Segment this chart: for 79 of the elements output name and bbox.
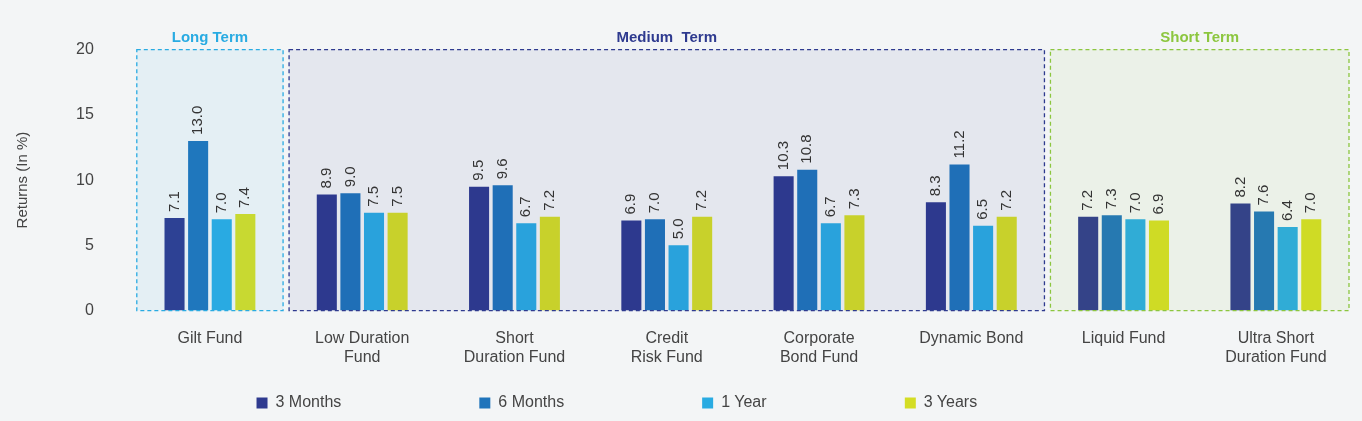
legend-label: 3 Years — [923, 393, 1106, 411]
bar — [387, 212, 408, 311]
data-label: 6.7 — [516, 196, 534, 218]
x-tick-label: Liquid Fund — [1081, 328, 1166, 346]
bar — [668, 245, 689, 311]
bar — [1078, 216, 1099, 311]
data-label: 9.0 — [340, 166, 358, 188]
data-label: 10.8 — [797, 134, 815, 164]
bar — [820, 223, 841, 311]
bar — [539, 216, 560, 311]
data-label: 7.6 — [1254, 184, 1272, 206]
data-label: 9.6 — [492, 158, 510, 180]
bar — [644, 219, 665, 311]
data-label: 7.3 — [844, 188, 862, 210]
bar — [949, 164, 970, 311]
bar — [692, 216, 713, 311]
data-label: 7.5 — [387, 185, 405, 207]
data-label: 8.2 — [1230, 176, 1248, 198]
legend-label: 3 Months — [275, 393, 470, 411]
bar — [340, 193, 361, 311]
bar — [188, 140, 209, 311]
band-label: Long Term — [171, 28, 249, 46]
data-label: 10.3 — [773, 140, 791, 171]
legend-label: 1 Year — [721, 393, 895, 411]
data-label: 6.7 — [820, 196, 838, 218]
data-label: 7.0 — [1301, 192, 1319, 214]
bar — [996, 216, 1017, 311]
bar — [164, 217, 185, 311]
data-label: 7.2 — [540, 189, 558, 211]
bar — [1125, 219, 1146, 311]
y-tick-label: 20 — [76, 40, 94, 58]
bar — [1301, 219, 1322, 311]
band-label: Short Term — [1160, 28, 1240, 46]
data-label: 7.0 — [211, 192, 229, 214]
data-label: 13.0 — [188, 105, 206, 135]
band-label: Medium Term — [616, 28, 718, 46]
bar — [235, 214, 256, 311]
y-tick-label: 15 — [76, 105, 94, 123]
data-label: 6.9 — [1149, 193, 1167, 215]
data-label: 6.4 — [1277, 200, 1295, 222]
y-axis-title: Returns (In %) — [13, 131, 31, 229]
y-tick-label: 0 — [84, 301, 94, 319]
bar — [973, 225, 994, 311]
bar — [1277, 227, 1298, 311]
x-tick-label: Ultra Short Duration Fund — [1225, 328, 1327, 365]
bar — [363, 212, 385, 311]
data-label: 7.2 — [996, 189, 1014, 211]
data-label: 7.3 — [1101, 188, 1119, 210]
data-label: 8.9 — [316, 167, 334, 189]
data-label: 7.2 — [692, 189, 710, 211]
x-tick-label: Credit Risk Fund — [630, 328, 703, 365]
data-label: 8.3 — [926, 175, 944, 197]
y-tick-label: 5 — [84, 235, 94, 253]
data-label: 11.2 — [949, 130, 967, 159]
bar — [516, 223, 537, 311]
bar — [492, 185, 513, 311]
data-label: 5.0 — [668, 218, 686, 240]
bar — [844, 215, 865, 311]
data-label: 9.5 — [469, 159, 487, 181]
data-label: 7.1 — [164, 191, 182, 212]
bar — [1101, 215, 1122, 311]
x-tick-label: Low Duration Fund — [315, 328, 410, 365]
x-tick-label: Gilt Fund — [177, 328, 243, 346]
data-label: 6.9 — [621, 193, 639, 215]
legend-label: 6 Months — [498, 393, 693, 411]
data-label: 7.2 — [1078, 189, 1096, 211]
x-tick-label: Dynamic Bond — [919, 328, 1024, 346]
data-label: 6.5 — [973, 198, 991, 220]
y-tick-label: 10 — [76, 170, 94, 188]
bar — [1230, 203, 1251, 311]
x-tick-label: Short Duration Fund — [463, 328, 566, 365]
data-label: 7.0 — [645, 192, 663, 214]
data-label: 7.5 — [364, 185, 382, 207]
data-label: 7.0 — [1125, 192, 1143, 214]
bar — [797, 169, 818, 311]
bar — [1254, 211, 1275, 311]
x-tick-label: Corporate Bond Fund — [779, 328, 859, 365]
data-label: 7.4 — [235, 187, 253, 209]
bar — [1148, 220, 1170, 311]
